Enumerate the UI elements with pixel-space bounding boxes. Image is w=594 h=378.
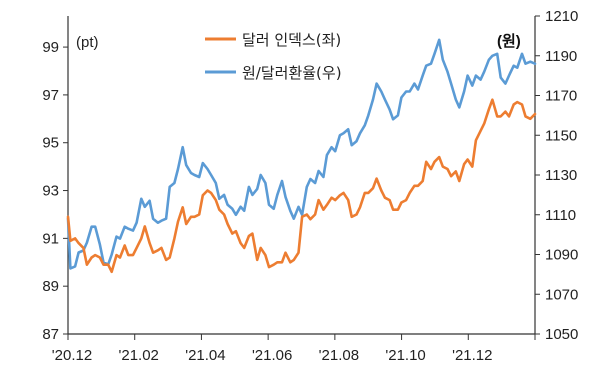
x-tick-label: '21.06 bbox=[252, 347, 292, 364]
series-layer bbox=[66, 38, 537, 274]
legend-label-krw-usd: 원/달러환율(우) bbox=[242, 64, 342, 82]
left-y-ticks: 99 97 95 93 91 89 87 bbox=[42, 39, 68, 343]
x-tick-label: '21.08 bbox=[319, 347, 359, 364]
legend-label-dollar-index: 달러 인덱스(좌) bbox=[242, 31, 341, 49]
left-tick-label: 87 bbox=[42, 326, 59, 343]
left-axis-unit-label: (pt) bbox=[76, 34, 99, 51]
chart-legend: 달러 인덱스(좌) 원/달러환율(우) bbox=[205, 31, 342, 82]
left-tick-label: 99 bbox=[42, 39, 59, 56]
right-tick-label: 1130 bbox=[545, 167, 577, 184]
right-tick-label: 1170 bbox=[545, 88, 577, 105]
right-tick-label: 1050 bbox=[545, 326, 578, 343]
right-tick-label: 1210 bbox=[545, 8, 578, 25]
right-tick-label: 1110 bbox=[545, 207, 576, 224]
legend-item-dollar-index: 달러 인덱스(좌) bbox=[205, 31, 341, 49]
series-line-krw-usd bbox=[66, 38, 537, 270]
right-axis-unit-label: (원) bbox=[497, 33, 521, 50]
x-tick-label: '21.04 bbox=[185, 347, 225, 364]
right-tick-label: 1090 bbox=[545, 247, 578, 264]
right-tick-label: 1190 bbox=[545, 48, 577, 65]
left-tick-label: 95 bbox=[42, 135, 59, 152]
left-tick-label: 89 bbox=[42, 278, 59, 295]
left-tick-label: 93 bbox=[42, 183, 59, 200]
right-tick-label: 1150 bbox=[545, 127, 577, 144]
left-tick-label: 91 bbox=[42, 230, 59, 247]
x-tick-label: '20.12 bbox=[52, 347, 92, 364]
x-tick-label: '21.02 bbox=[119, 347, 159, 364]
x-tick-label: '21.10 bbox=[385, 347, 425, 364]
x-ticks: '20.12 '21.02 '21.04 '21.06 '21.08 '21.10 '21.… bbox=[52, 334, 536, 364]
legend-item-krw-usd: 원/달러환율(우) bbox=[205, 64, 342, 82]
right-tick-label: 1070 bbox=[545, 286, 578, 303]
series-line-dollar-index bbox=[66, 98, 537, 274]
left-tick-label: 97 bbox=[42, 87, 59, 104]
x-tick-label: '21.12 bbox=[452, 347, 492, 364]
right-y-ticks: 1210 1190 1170 1150 1130 1110 1090 1070 1050 bbox=[535, 8, 578, 343]
